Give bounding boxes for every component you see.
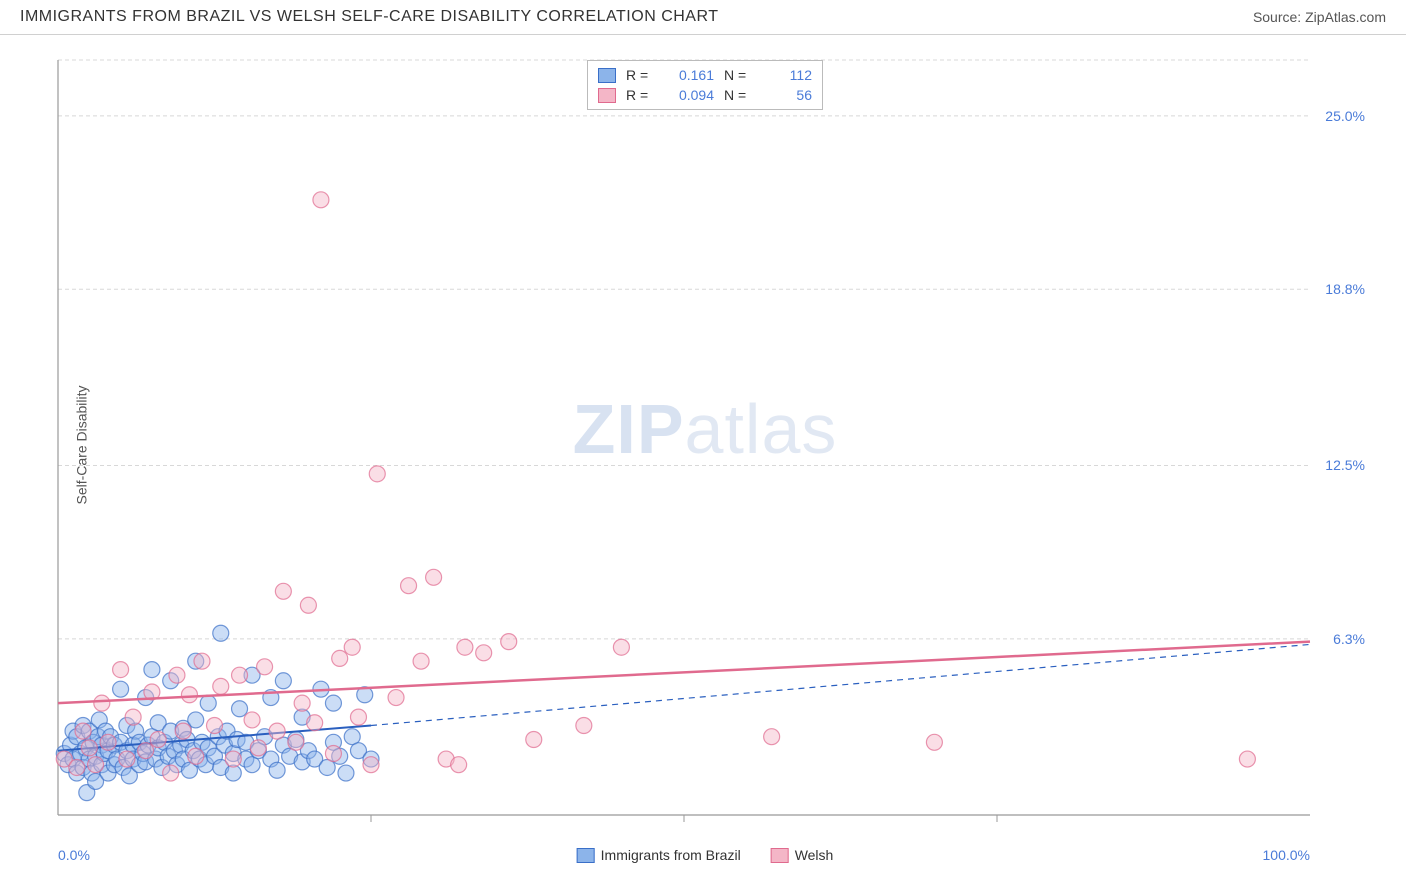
stat-n-value: 112 (762, 67, 812, 83)
data-point (332, 650, 348, 666)
data-point (363, 757, 379, 773)
stat-n-label: N = (724, 67, 752, 83)
legend-item: Welsh (771, 847, 834, 863)
data-point (269, 723, 285, 739)
data-point (232, 667, 248, 683)
data-point (69, 759, 85, 775)
data-point (125, 709, 141, 725)
data-point (476, 645, 492, 661)
swatch (577, 848, 595, 863)
data-point (250, 740, 266, 756)
data-point (451, 757, 467, 773)
data-point (225, 751, 241, 767)
data-point (275, 583, 291, 599)
data-point (257, 659, 273, 675)
data-point (426, 569, 442, 585)
x-tick-label: 0.0% (58, 847, 90, 863)
swatch (598, 88, 616, 103)
data-point (369, 466, 385, 482)
swatch (771, 848, 789, 863)
data-point (100, 734, 116, 750)
data-point (150, 732, 166, 748)
data-point (313, 192, 329, 208)
scatter-plot (50, 55, 1360, 835)
data-point (244, 712, 260, 728)
data-point (344, 639, 360, 655)
data-point (138, 743, 154, 759)
data-point (457, 639, 473, 655)
chart-title: IMMIGRANTS FROM BRAZIL VS WELSH SELF-CAR… (20, 8, 719, 26)
series-1 (56, 192, 1255, 781)
data-point (325, 695, 341, 711)
data-point (307, 715, 323, 731)
data-point (526, 732, 542, 748)
y-tick-label: 6.3% (1333, 631, 1365, 647)
data-point (401, 578, 417, 594)
data-point (181, 687, 197, 703)
data-point (413, 653, 429, 669)
data-point (163, 765, 179, 781)
data-point (288, 734, 304, 750)
data-point (325, 745, 341, 761)
legend-label: Immigrants from Brazil (601, 847, 741, 863)
stats-box: R = 0.161 N = 112 R = 0.094 N = 56 (587, 60, 823, 110)
data-point (75, 723, 91, 739)
data-point (213, 625, 229, 641)
trend-line-dashed (371, 644, 1310, 725)
stat-r-value: 0.094 (664, 87, 714, 103)
legend-item: Immigrants from Brazil (577, 847, 741, 863)
data-point (188, 748, 204, 764)
data-point (88, 757, 104, 773)
data-point (81, 740, 97, 756)
stat-r-label: R = (626, 87, 654, 103)
swatch (598, 68, 616, 83)
data-point (576, 718, 592, 734)
legend-label: Welsh (795, 847, 834, 863)
stat-n-label: N = (724, 87, 752, 103)
data-point (294, 695, 310, 711)
data-point (501, 634, 517, 650)
data-point (119, 751, 135, 767)
data-point (232, 701, 248, 717)
stats-row: R = 0.094 N = 56 (598, 85, 812, 105)
stat-r-value: 0.161 (664, 67, 714, 83)
data-point (300, 597, 316, 613)
data-point (1239, 751, 1255, 767)
data-point (169, 667, 185, 683)
data-point (175, 723, 191, 739)
data-point (188, 712, 204, 728)
series-0 (56, 625, 379, 800)
data-point (350, 709, 366, 725)
data-point (269, 762, 285, 778)
data-point (144, 662, 160, 678)
bottom-legend: Immigrants from Brazil Welsh (577, 847, 834, 863)
data-point (275, 673, 291, 689)
data-point (194, 653, 210, 669)
data-point (764, 729, 780, 745)
data-point (388, 690, 404, 706)
data-point (338, 765, 354, 781)
y-tick-label: 18.8% (1325, 281, 1365, 297)
data-point (613, 639, 629, 655)
data-point (207, 718, 223, 734)
data-point (213, 678, 229, 694)
chart-header: IMMIGRANTS FROM BRAZIL VS WELSH SELF-CAR… (0, 0, 1406, 35)
stat-n-value: 56 (762, 87, 812, 103)
stats-row: R = 0.161 N = 112 (598, 65, 812, 85)
chart-area: Self-Care Disability R =0.161N =112R =0.… (50, 55, 1360, 835)
data-point (200, 695, 216, 711)
x-tick-label: 100.0% (1263, 847, 1310, 863)
chart-source: Source: ZipAtlas.com (1253, 9, 1386, 25)
data-point (926, 734, 942, 750)
stat-r-label: R = (626, 67, 654, 83)
data-point (113, 681, 129, 697)
y-tick-label: 12.5% (1325, 457, 1365, 473)
y-tick-label: 25.0% (1325, 108, 1365, 124)
data-point (113, 662, 129, 678)
data-point (94, 695, 110, 711)
